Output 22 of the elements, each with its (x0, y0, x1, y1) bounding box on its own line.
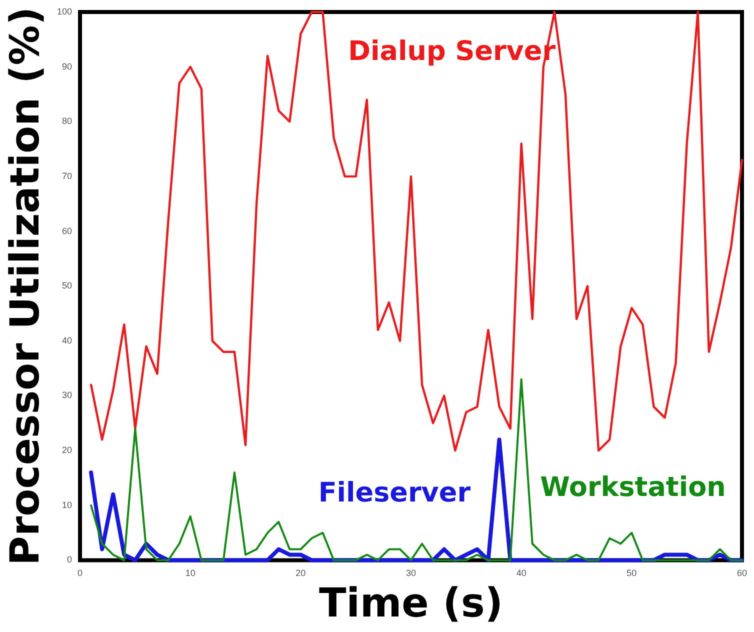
y-tick-label: 20 (62, 445, 72, 456)
x-tick-label: 20 (296, 568, 306, 578)
y-tick-label: 90 (62, 61, 72, 72)
x-axis-title: Time (s) (318, 580, 504, 626)
x-tick-label: 30 (406, 568, 416, 578)
y-tick-label: 80 (62, 116, 72, 126)
y-tick-label: 50 (62, 280, 72, 291)
x-tick-label: 40 (516, 568, 526, 578)
x-tick-label: 50 (626, 568, 637, 578)
x-tick-label: 60 (736, 568, 748, 578)
series-label: Fileserver (318, 477, 472, 508)
series-label: Workstation (540, 472, 726, 503)
y-tick-label: 40 (62, 335, 72, 346)
y-axis-title: Processor Utilization (%) (2, 6, 48, 566)
x-tick-label: 10 (185, 568, 196, 578)
y-tick-label: 10 (62, 500, 72, 510)
y-tick-label: 60 (62, 226, 72, 236)
y-tick-label: 100 (56, 6, 72, 16)
y-tick-label: 0 (67, 554, 72, 565)
x-tick-label: 0 (78, 568, 83, 578)
y-tick-label: 70 (62, 170, 72, 181)
y-tick-label: 30 (62, 390, 72, 400)
